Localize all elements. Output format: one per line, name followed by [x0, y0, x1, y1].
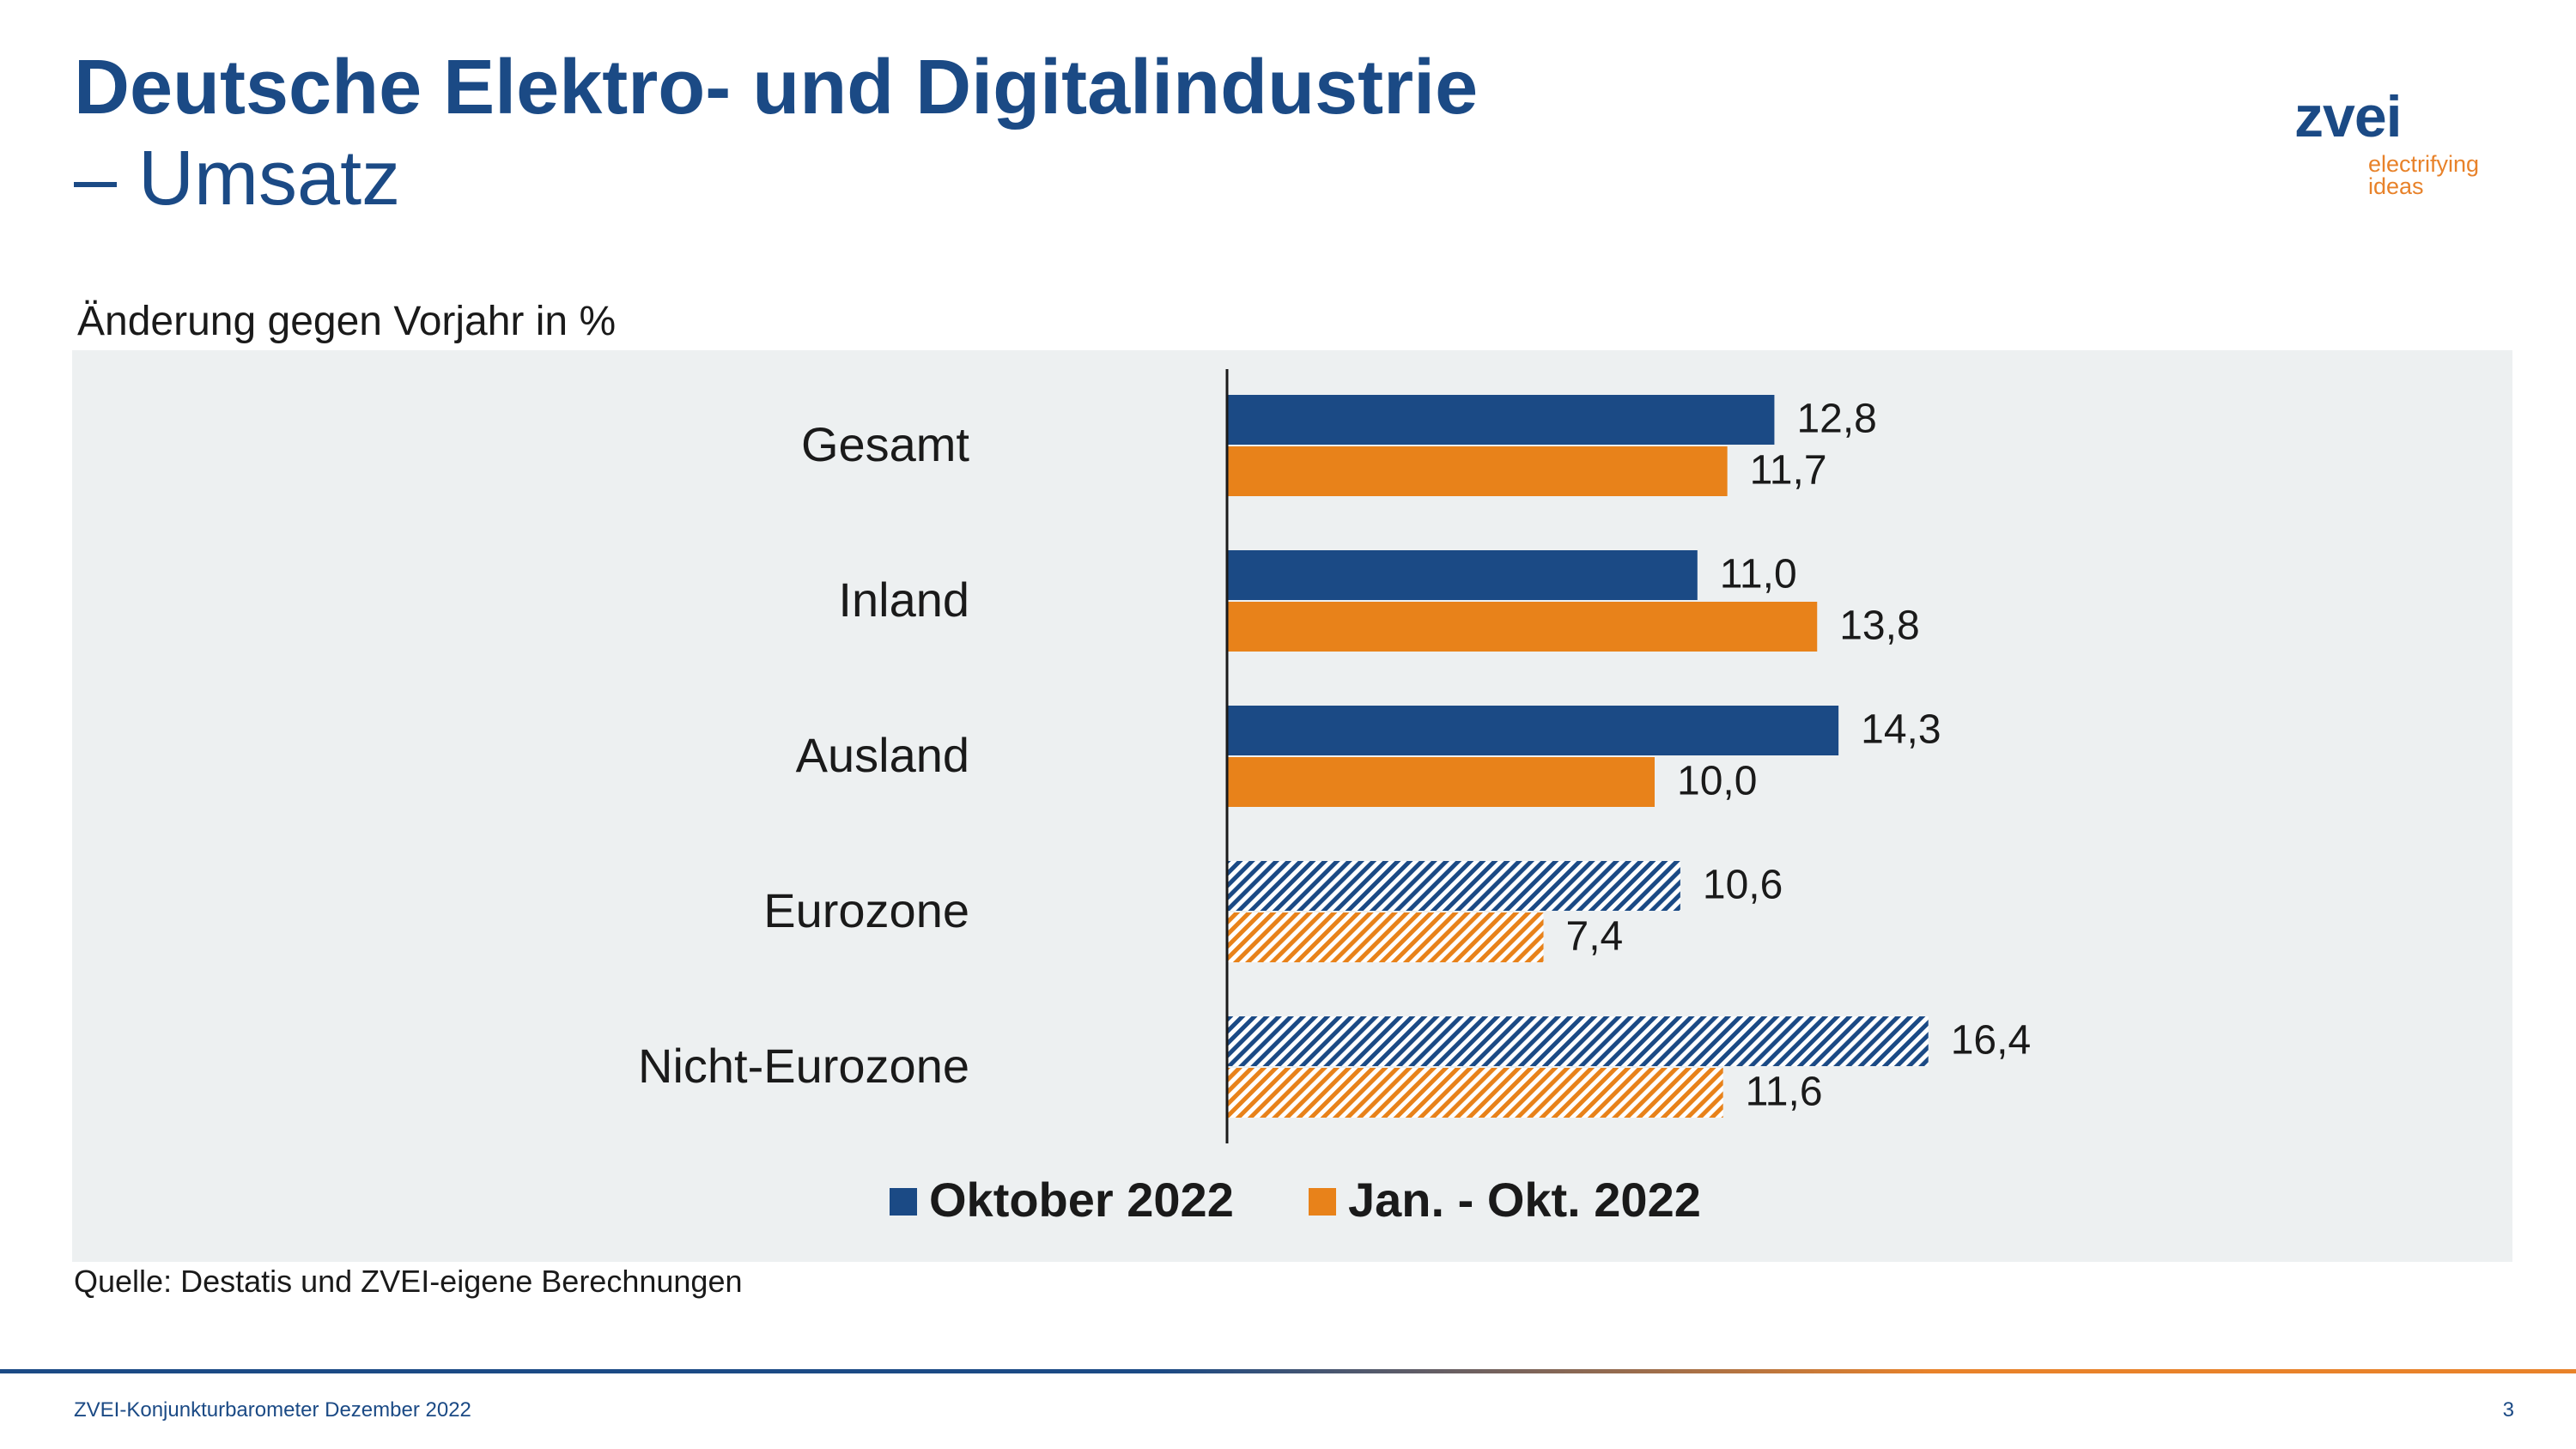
- data-label-eurozone-series-1: 10,6: [1703, 863, 1783, 908]
- source-note: Quelle: Destatis und ZVEI-eigene Berechn…: [74, 1264, 743, 1299]
- bar-ausland-series-1: [1227, 706, 1839, 755]
- chart-panel: Gesamt 12,8 11,7 Inland 11,0 13,8 Ausland 14,3 1…: [72, 350, 2512, 1262]
- zvei-logo: zvei electrifying ideas: [2294, 82, 2500, 203]
- data-label-nicht-eurozone-series-1: 16,4: [1951, 1018, 2031, 1064]
- data-label-inland-series-1: 11,0: [1720, 552, 1797, 597]
- data-label-eurozone-series-2: 7,4: [1566, 914, 1624, 960]
- legend-swatch-series-2: [1309, 1188, 1336, 1216]
- bar-inland-series-1: [1227, 550, 1698, 600]
- legend-label-series-1: Oktober 2022: [929, 1173, 1234, 1227]
- bar-nicht-eurozone-series-1: [1227, 1016, 1929, 1066]
- plot-area: Gesamt 12,8 11,7 Inland 11,0 13,8 Ausland 14,3 1…: [638, 369, 2031, 1143]
- category-label-ausland: Ausland: [796, 728, 969, 782]
- bar-nicht-eurozone-series-2: [1227, 1068, 1723, 1118]
- logo-tagline-2: ideas: [2368, 173, 2424, 199]
- footer-text: ZVEI-Konjunkturbarometer Dezember 2022: [74, 1398, 471, 1422]
- data-label-inland-series-2: 13,8: [1839, 603, 1919, 649]
- data-label-ausland-series-1: 14,3: [1861, 707, 1941, 753]
- chart-legend: Oktober 2022 Jan. - Okt. 2022: [890, 1173, 1701, 1227]
- page-title: Deutsche Elektro- und Digitalindustrie –…: [74, 39, 1478, 221]
- bar-ausland-series-2: [1227, 757, 1655, 807]
- chart-subtitle: Änderung gegen Vorjahr in %: [77, 299, 617, 344]
- category-label-eurozone: Eurozone: [763, 883, 969, 937]
- bar-gesamt-series-1: [1227, 395, 1775, 445]
- data-label-ausland-series-2: 10,0: [1677, 759, 1757, 804]
- bar-gesamt-series-2: [1227, 446, 1728, 496]
- bar-eurozone-series-2: [1227, 912, 1544, 962]
- title-line-1: Deutsche Elektro- und Digitalindustrie: [74, 45, 1479, 130]
- bar-inland-series-2: [1227, 602, 1818, 652]
- data-label-nicht-eurozone-series-2: 11,6: [1746, 1070, 1823, 1115]
- data-label-gesamt-series-2: 11,7: [1750, 448, 1827, 494]
- data-label-gesamt-series-1: 12,8: [1796, 397, 1876, 442]
- bar-chart: Gesamt 12,8 11,7 Inland 11,0 13,8 Ausland 14,3 1…: [638, 369, 2031, 1227]
- legend-label-series-2: Jan. - Okt. 2022: [1348, 1173, 1701, 1227]
- title-line-2: – Umsatz: [74, 136, 401, 221]
- footer-divider: [0, 1369, 2576, 1373]
- legend-swatch-series-1: [890, 1188, 917, 1216]
- bar-eurozone-series-1: [1227, 861, 1680, 911]
- logo-tagline-1: electrifying: [2368, 151, 2480, 177]
- page-number: 3: [2502, 1398, 2514, 1422]
- logo-wordmark: zvei: [2294, 84, 2403, 149]
- category-label-inland: Inland: [838, 573, 969, 627]
- category-label-nicht-eurozone: Nicht-Eurozone: [638, 1039, 969, 1093]
- category-label-gesamt: Gesamt: [801, 417, 969, 471]
